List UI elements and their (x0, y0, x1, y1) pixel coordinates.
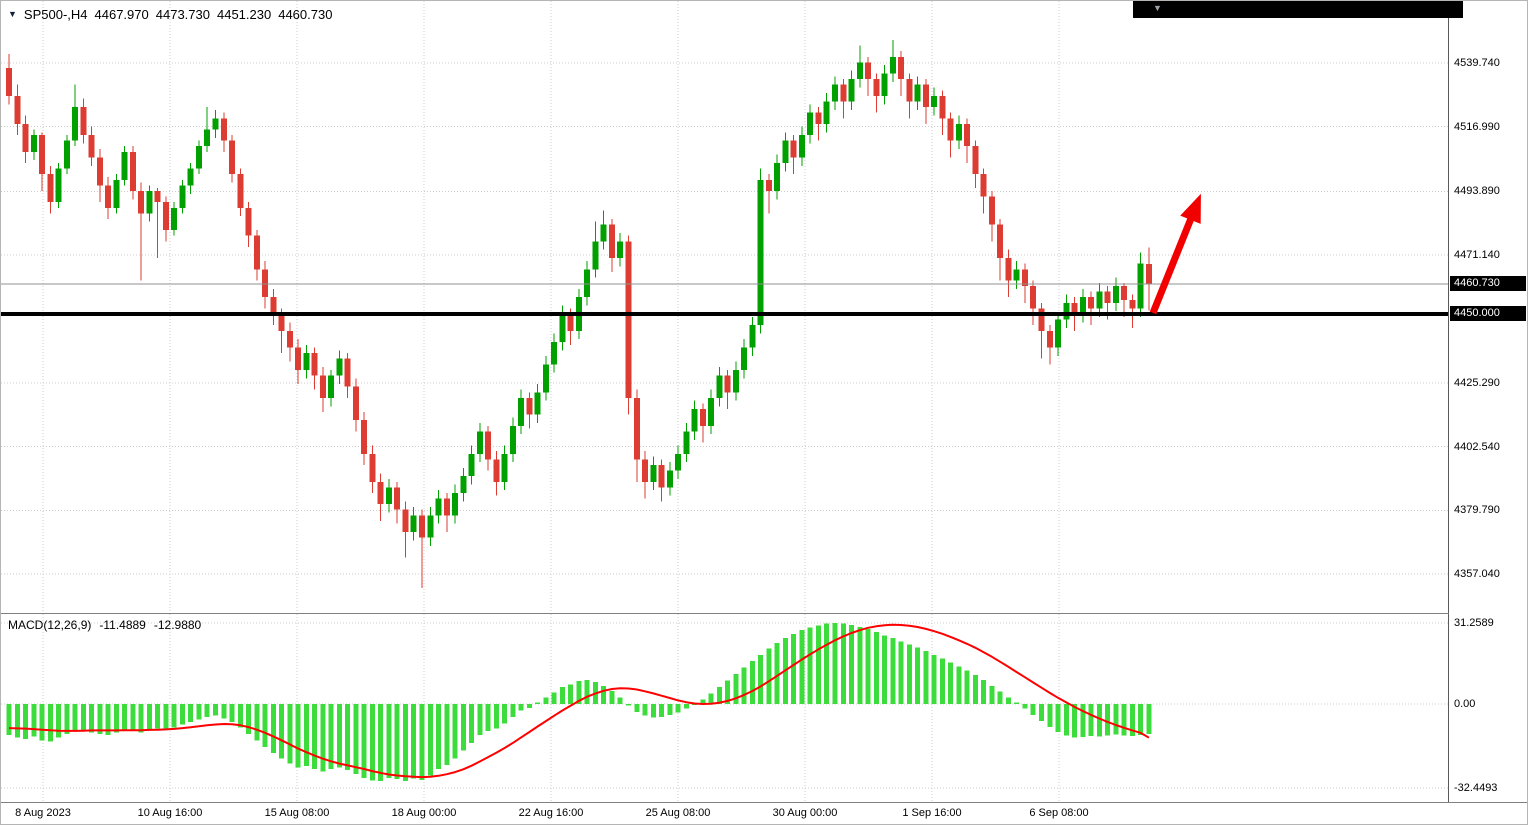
price-chart-canvas[interactable] (1, 1, 1448, 613)
price-axis-label: 4539.740 (1454, 57, 1500, 70)
quote-low: 4451.230 (216, 7, 272, 22)
macd-chart-canvas[interactable] (1, 614, 1448, 802)
time-axis-label: 8 Aug 2023 (15, 807, 71, 819)
time-axis[interactable]: 8 Aug 2023 10 Aug 16:00 15 Aug 08:00 18 Aug… (1, 804, 1527, 824)
macd-signal-value: -12.9880 (153, 618, 202, 632)
macd-axis-label: 0.00 (1454, 698, 1476, 710)
time-axis-separator (1, 802, 1527, 803)
price-grid (1, 1, 1448, 613)
macd-grid (1, 614, 1448, 802)
price-axis-label: 4402.540 (1454, 440, 1500, 453)
trend-arrow[interactable] (1149, 193, 1201, 315)
quote-open: 4467.970 (94, 7, 149, 22)
price-axis-label: 4425.290 (1454, 377, 1500, 390)
time-axis-label: 15 Aug 08:00 (264, 807, 330, 819)
price-axis-label: 4516.990 (1454, 120, 1500, 133)
panel-arrow-icon[interactable]: ▼ (1153, 3, 1162, 13)
price-axis-label: 4357.040 (1454, 567, 1500, 580)
price-axis-separator (1448, 1, 1449, 802)
quote-high: 4473.730 (155, 7, 210, 22)
time-axis-label: 25 Aug 08:00 (645, 807, 711, 819)
quote-close: 4460.730 (278, 7, 333, 22)
symbol-timeframe: SP500-,H4 (23, 7, 88, 22)
top-right-panel: ▼ (1133, 1, 1463, 18)
macd-axis-label: -32.4493 (1454, 782, 1498, 795)
ohlc-quote-line: ▼ SP500-,H4 4467.970 4473.730 4451.230 4… (8, 7, 332, 22)
time-axis-label: 10 Aug 16:00 (137, 807, 203, 819)
pane-separator[interactable] (1, 613, 1449, 614)
time-axis-label: 30 Aug 00:00 (772, 807, 838, 819)
macd-signal-line (8, 623, 1150, 779)
price-axis-label: 4493.890 (1454, 185, 1500, 198)
price-axis[interactable]: 4539.740 4516.990 4493.890 4471.140 4425.290… (1449, 1, 1527, 802)
price-axis-label: 4379.790 (1454, 504, 1500, 517)
macd-value: -11.4889 (99, 618, 146, 632)
quote-collapse-icon[interactable]: ▼ (8, 9, 17, 19)
time-axis-label: 1 Sep 16:00 (902, 807, 962, 819)
time-axis-label: 6 Sep 08:00 (1029, 807, 1089, 819)
price-axis-label: 4471.140 (1454, 248, 1500, 261)
candles (6, 39, 1152, 589)
time-axis-label: 22 Aug 16:00 (518, 807, 584, 819)
macd-histogram (6, 623, 1152, 782)
time-axis-label: 18 Aug 00:00 (391, 807, 457, 819)
support-level-badge: 4450.000 (1450, 306, 1526, 321)
macd-axis-label: 31.2589 (1454, 617, 1494, 629)
macd-indicator-label: MACD(12,26,9) -11.4889 -12.9880 (8, 618, 201, 632)
macd-name: MACD(12,26,9) (8, 618, 92, 632)
current-price-badge: 4460.730 (1450, 276, 1526, 291)
